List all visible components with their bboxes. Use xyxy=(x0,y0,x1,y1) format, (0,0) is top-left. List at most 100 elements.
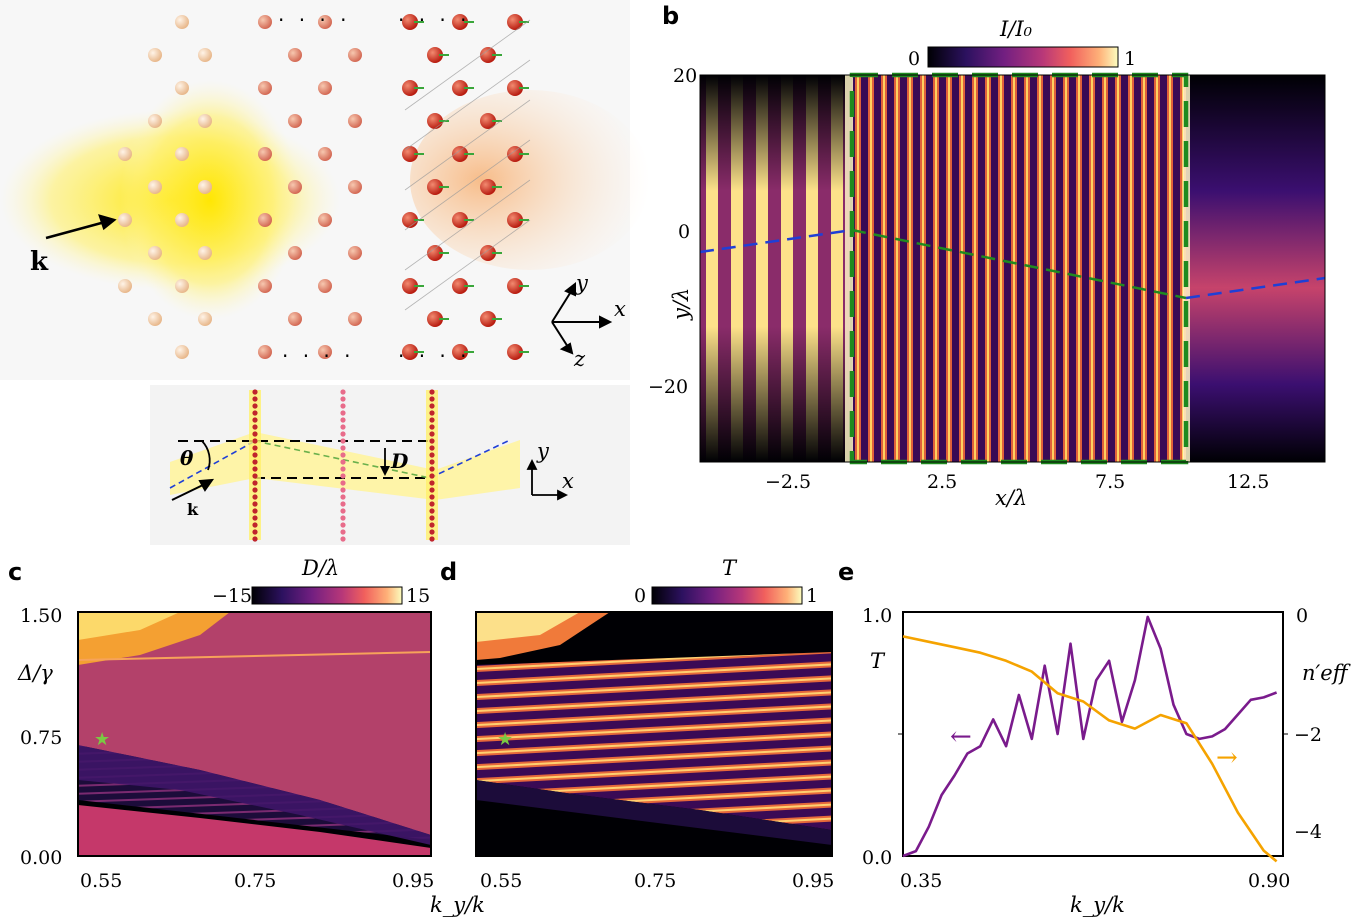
d-xtick-3: 0.95 xyxy=(792,870,834,892)
e-ylabel-left: T xyxy=(870,649,886,673)
inset-axis-y: y xyxy=(536,439,550,463)
e-ylabel-right: n′eff xyxy=(1302,661,1351,685)
chain-atom xyxy=(252,529,257,534)
panel-c-heatmap: ★ xyxy=(78,612,431,856)
chain-atom xyxy=(429,424,434,429)
panel-d-colorbar xyxy=(652,587,802,604)
chain-atom xyxy=(252,473,257,478)
c-xlabel: k_y/k xyxy=(430,893,485,917)
c-xtick-2: 0.75 xyxy=(234,870,276,892)
chain-atom xyxy=(429,480,434,485)
atom xyxy=(148,312,162,326)
atom xyxy=(148,180,162,194)
atom xyxy=(175,279,189,293)
slab-fringes xyxy=(852,75,1186,462)
chain-atom xyxy=(340,501,345,506)
chain-atom xyxy=(340,452,345,457)
atom xyxy=(288,246,302,260)
inset-k-label: k xyxy=(187,500,199,519)
atom xyxy=(198,114,212,128)
cb-b-max: 1 xyxy=(1124,48,1136,70)
atom xyxy=(348,48,362,62)
b-ytick-m20: −20 xyxy=(648,376,688,398)
c-ytick-150: 1.50 xyxy=(20,605,62,627)
atom xyxy=(288,312,302,326)
chain-atom xyxy=(429,403,434,408)
chain-atom xyxy=(252,417,257,422)
chain-atom xyxy=(340,410,345,415)
b-ytick-0: 0 xyxy=(678,221,690,243)
atom xyxy=(198,246,212,260)
atom xyxy=(148,114,162,128)
atom xyxy=(198,312,212,326)
atom xyxy=(288,180,302,194)
atom xyxy=(118,147,132,161)
axis-y-label: y xyxy=(575,271,589,295)
panel-d-heatmap: ★ xyxy=(476,612,832,856)
chain-atom xyxy=(252,438,257,443)
atom xyxy=(258,345,272,359)
chain-atom xyxy=(340,480,345,485)
cb-c-max: 15 xyxy=(406,585,430,607)
chain-atom xyxy=(429,536,434,541)
chain-atom xyxy=(429,389,434,394)
chain-atom xyxy=(429,522,434,527)
b-ylabel: y/λ xyxy=(669,288,693,321)
panel-label-e: e xyxy=(838,558,854,586)
atom xyxy=(175,15,189,29)
b-xlabel: x/λ xyxy=(995,486,1027,510)
c-xtick-1: 0.55 xyxy=(80,870,122,892)
e-xlabel: k_y/k xyxy=(1070,893,1125,917)
atom xyxy=(348,246,362,260)
chain-atom xyxy=(252,494,257,499)
chain-atom xyxy=(252,410,257,415)
chain-atom xyxy=(340,515,345,520)
chain-atom xyxy=(340,494,345,499)
chain-atom xyxy=(429,410,434,415)
cb-c-label: D/λ xyxy=(301,556,339,580)
b-xtick-3: 7.5 xyxy=(1095,471,1125,493)
d-xtick-1: 0.55 xyxy=(480,870,522,892)
atom xyxy=(148,246,162,260)
chain-atom xyxy=(340,424,345,429)
k-vector-label: k xyxy=(30,247,49,277)
c-ylabel: Δ/γ xyxy=(17,661,53,685)
atom xyxy=(258,279,272,293)
chain-atom xyxy=(252,389,257,394)
atom xyxy=(258,15,272,29)
ellipsis-bottom-1: · · · · xyxy=(282,344,355,368)
atom xyxy=(258,147,272,161)
chain-atom xyxy=(340,403,345,408)
atom xyxy=(118,213,132,227)
atom xyxy=(175,213,189,227)
chain-atom xyxy=(429,445,434,450)
chain-atom xyxy=(429,508,434,513)
panel-a-illustration: k · · · · · · · · · · · · · · · · x y z xyxy=(0,0,650,380)
chain-atom xyxy=(340,508,345,513)
atom xyxy=(348,312,362,326)
chain-atom xyxy=(429,459,434,464)
chain-atom xyxy=(340,473,345,478)
d-xtick-2: 0.75 xyxy=(634,870,676,892)
ellipsis-bottom-2: · · · · xyxy=(398,344,471,368)
atom xyxy=(175,81,189,95)
cb-d-label: T xyxy=(722,556,738,580)
c-ytick-075: 0.75 xyxy=(20,727,62,749)
chain-atom xyxy=(429,529,434,534)
atom xyxy=(118,279,132,293)
cb-b-min: 0 xyxy=(908,48,920,70)
chain-atom xyxy=(252,466,257,471)
chain-atom xyxy=(340,466,345,471)
atom xyxy=(175,345,189,359)
chain-atom xyxy=(429,396,434,401)
e-ytick-left-0: 0.0 xyxy=(862,847,892,869)
panel-label-d: d xyxy=(440,558,457,586)
e-ytick-right-0: 0 xyxy=(1296,605,1308,627)
chain-atom xyxy=(340,536,345,541)
chain-atom xyxy=(429,515,434,520)
cb-c-min: −15 xyxy=(212,585,252,607)
chain-atom xyxy=(252,403,257,408)
chain-atom xyxy=(340,431,345,436)
atom xyxy=(175,147,189,161)
